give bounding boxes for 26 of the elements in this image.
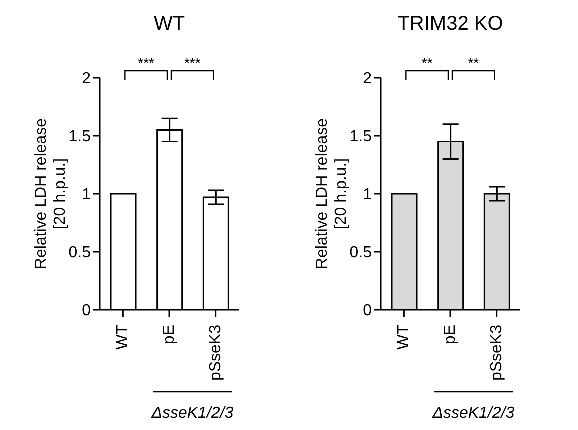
x-tick-label: pE <box>442 325 459 345</box>
chart-title: TRIM32 KO <box>398 13 504 35</box>
text: ΔsseK1/2/3 <box>150 405 234 422</box>
y-tick-label: 1 <box>363 186 372 204</box>
text: ΔsseK1/2/3 <box>432 405 515 422</box>
x-tick-label: pE <box>161 325 178 345</box>
y-tick-label: 0 <box>82 302 92 320</box>
y-tick-label: 2 <box>363 70 372 88</box>
y-tick-label: 1 <box>82 186 92 204</box>
x-tick-label: WT <box>396 324 413 350</box>
text: *** <box>138 55 156 71</box>
y-tick-label: 2 <box>82 70 92 88</box>
x-tick-label: pSseK3 <box>488 324 506 382</box>
y-tick-label: 1.5 <box>350 128 372 146</box>
text: ** <box>468 55 480 71</box>
y-tick-label: 0.5 <box>68 244 92 262</box>
x-tick-label: WT <box>114 324 132 350</box>
y-axis-title: Relative LDH release [20 h.p.u.] <box>314 118 350 270</box>
y-tick-label: 0.5 <box>350 244 372 262</box>
text: ** <box>422 55 434 71</box>
x-tick-label: pSseK3 <box>207 324 224 382</box>
text: *** <box>184 55 202 71</box>
y-tick-label: 1.5 <box>68 128 92 146</box>
chart-title: WT <box>154 13 186 35</box>
y-axis-title: Relative LDH release [20 h.p.u.] <box>33 118 69 270</box>
y-tick-label: 0 <box>363 302 372 320</box>
